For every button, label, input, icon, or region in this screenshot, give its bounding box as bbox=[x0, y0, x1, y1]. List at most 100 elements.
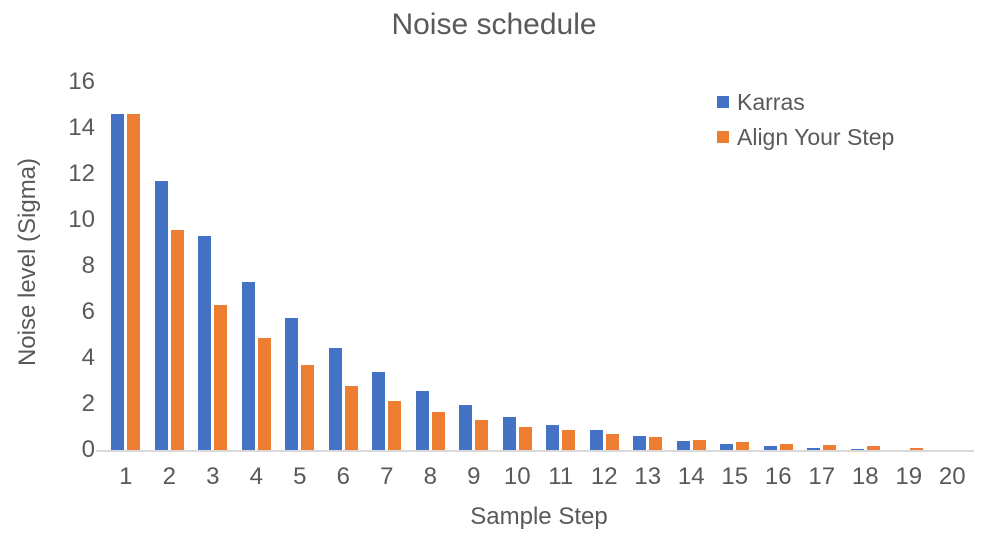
category-step-11 bbox=[539, 82, 583, 450]
y-tick-label-6: 6 bbox=[81, 298, 95, 325]
x-tick-label-9: 9 bbox=[467, 463, 481, 490]
karras-swatch-icon bbox=[717, 96, 729, 108]
category-step-4 bbox=[235, 82, 279, 450]
x-tick-label-17: 17 bbox=[808, 463, 836, 490]
x-tick-label-16: 16 bbox=[764, 463, 792, 490]
x-tick-label-18: 18 bbox=[851, 463, 879, 490]
x-tick-label-7: 7 bbox=[380, 463, 394, 490]
legend: Karras Align Your Step bbox=[717, 90, 894, 149]
x-tick-label-13: 13 bbox=[634, 463, 662, 490]
legend-label-karras: Karras bbox=[737, 89, 805, 115]
x-tick-label-3: 3 bbox=[206, 463, 220, 490]
y-tick-label-12: 12 bbox=[68, 160, 95, 187]
bar-karras-step-4 bbox=[241, 282, 255, 450]
category-step-17 bbox=[800, 82, 844, 450]
x-tick-label-20: 20 bbox=[938, 463, 966, 490]
plot-area: 1 2 3 4 5 6 7 8 9 10 11 12 13 14 15 16 17 18 19 20 bbox=[96, 82, 974, 490]
x-tick-label-1: 1 bbox=[119, 463, 133, 490]
bar-align-your-step-step-19 bbox=[910, 447, 924, 450]
y-tick-label-0: 0 bbox=[81, 436, 95, 463]
bar-karras-step-16 bbox=[763, 446, 777, 450]
bar-karras-step-7 bbox=[372, 371, 386, 450]
legend-label-align-your-step: Align Your Step bbox=[737, 124, 895, 150]
x-tick-label-15: 15 bbox=[721, 463, 749, 490]
category-step-15 bbox=[713, 82, 757, 450]
category-step-14 bbox=[670, 82, 714, 450]
bar-align-your-step-step-7 bbox=[388, 400, 402, 450]
bar-align-your-step-step-1 bbox=[127, 114, 141, 450]
category-step-5 bbox=[278, 82, 322, 450]
bar-karras-step-18 bbox=[850, 449, 864, 450]
bar-align-your-step-step-17 bbox=[823, 445, 837, 450]
bar-karras-step-11 bbox=[546, 424, 560, 450]
x-tick-label-10: 10 bbox=[503, 463, 531, 490]
bar-align-your-step-step-11 bbox=[562, 430, 576, 450]
bar-series-area bbox=[104, 82, 974, 450]
x-tick-label-2: 2 bbox=[162, 463, 176, 490]
category-step-10 bbox=[496, 82, 540, 450]
category-step-12 bbox=[583, 82, 627, 450]
bar-karras-step-13 bbox=[633, 436, 647, 450]
y-tick-label-14: 14 bbox=[68, 114, 95, 141]
align-your-step-swatch-icon bbox=[717, 131, 729, 143]
bar-karras-step-10 bbox=[502, 416, 516, 450]
category-step-8 bbox=[409, 82, 453, 450]
x-tick-label-5: 5 bbox=[293, 463, 307, 490]
bar-karras-step-9 bbox=[459, 405, 473, 450]
bar-karras-step-8 bbox=[415, 391, 429, 450]
category-step-9 bbox=[452, 82, 496, 450]
x-tick-label-4: 4 bbox=[249, 463, 263, 490]
bar-align-your-step-step-4 bbox=[257, 338, 271, 450]
bar-align-your-step-step-9 bbox=[475, 420, 489, 450]
y-tick-label-10: 10 bbox=[68, 206, 95, 233]
legend-item-align-your-step: Align Your Step bbox=[717, 125, 894, 149]
bar-karras-step-14 bbox=[676, 441, 690, 450]
bar-align-your-step-step-8 bbox=[431, 412, 445, 450]
bar-align-your-step-step-14 bbox=[692, 439, 706, 450]
bar-align-your-step-step-2 bbox=[170, 230, 184, 450]
x-axis-tick-labels: 1 2 3 4 5 6 7 8 9 10 11 12 13 14 15 16 17 18 19 20 bbox=[104, 463, 974, 491]
y-tick-label-8: 8 bbox=[81, 252, 95, 279]
bar-karras-step-15 bbox=[720, 443, 734, 450]
bar-karras-step-2 bbox=[154, 180, 168, 450]
bar-align-your-step-step-5 bbox=[301, 364, 315, 450]
bar-karras-step-1 bbox=[111, 114, 125, 450]
category-step-18 bbox=[844, 82, 888, 450]
x-tick-label-6: 6 bbox=[336, 463, 350, 490]
category-step-2 bbox=[148, 82, 192, 450]
chart-title: Noise schedule bbox=[391, 8, 597, 41]
x-axis-title: Sample Step bbox=[470, 503, 608, 530]
bar-karras-step-17 bbox=[807, 447, 821, 450]
category-step-6 bbox=[322, 82, 366, 450]
bar-karras-step-12 bbox=[589, 430, 603, 450]
x-tick-label-14: 14 bbox=[677, 463, 705, 490]
y-tick-label-16: 16 bbox=[68, 68, 95, 95]
bar-align-your-step-step-3 bbox=[214, 305, 228, 450]
bar-karras-step-6 bbox=[328, 347, 342, 450]
bar-align-your-step-step-18 bbox=[866, 446, 880, 450]
bar-align-your-step-step-13 bbox=[649, 437, 663, 450]
x-tick-label-11: 11 bbox=[548, 463, 574, 490]
category-step-19 bbox=[887, 82, 931, 450]
bar-karras-step-5 bbox=[285, 317, 299, 450]
bar-align-your-step-step-12 bbox=[605, 433, 619, 450]
x-axis-line bbox=[96, 450, 974, 452]
x-tick-label-12: 12 bbox=[590, 463, 618, 490]
category-step-1 bbox=[104, 82, 148, 450]
category-step-13 bbox=[626, 82, 670, 450]
y-tick-label-2: 2 bbox=[81, 390, 95, 417]
x-tick-label-8: 8 bbox=[423, 463, 437, 490]
category-step-20 bbox=[931, 82, 975, 450]
category-step-16 bbox=[757, 82, 801, 450]
category-step-3 bbox=[191, 82, 235, 450]
bar-align-your-step-step-6 bbox=[344, 385, 358, 450]
bar-karras-step-3 bbox=[198, 236, 212, 450]
legend-item-karras: Karras bbox=[717, 90, 894, 114]
bar-align-your-step-step-15 bbox=[736, 441, 750, 450]
bar-align-your-step-step-10 bbox=[518, 427, 532, 450]
x-tick-label-19: 19 bbox=[895, 463, 923, 490]
bar-align-your-step-step-16 bbox=[779, 444, 793, 450]
category-step-7 bbox=[365, 82, 409, 450]
